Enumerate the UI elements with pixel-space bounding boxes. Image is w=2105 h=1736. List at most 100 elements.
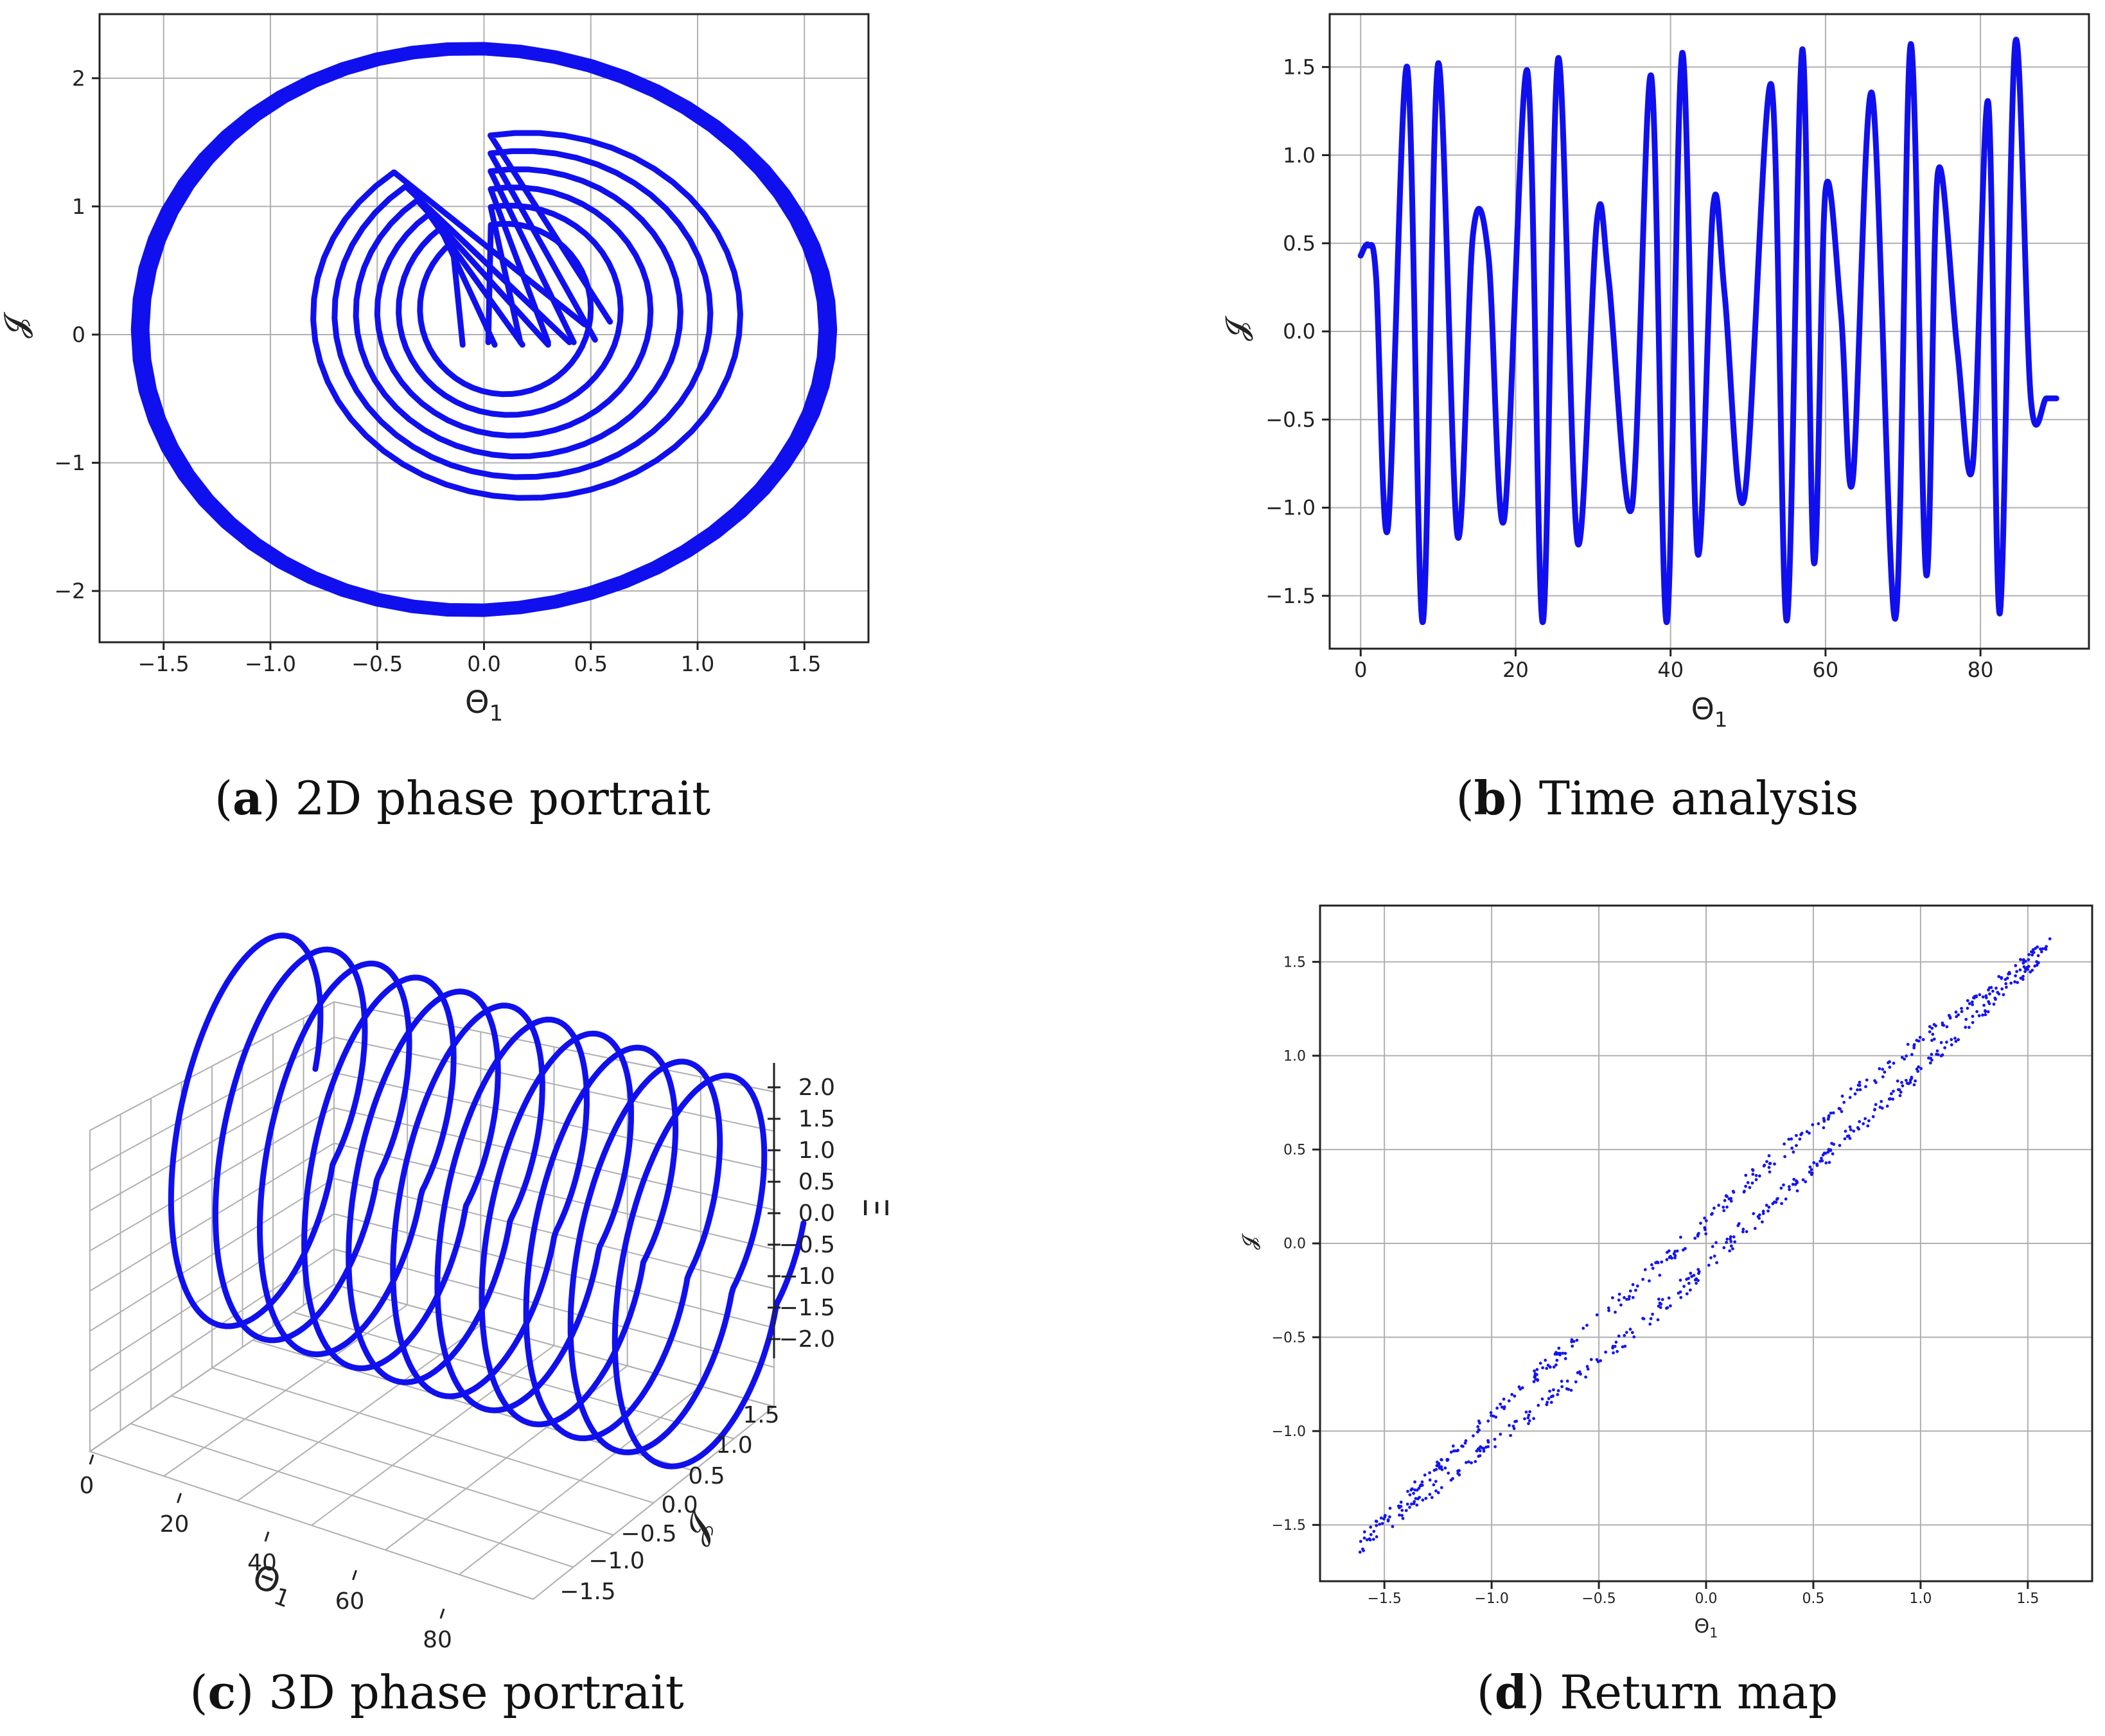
x-tick-label: 0 [1354,658,1367,682]
scatter-point [1693,1236,1697,1240]
scatter-point [1960,1006,1964,1010]
scatter-point [1440,1458,1443,1462]
scatter-point [1732,1190,1736,1194]
scatter-point [1746,1181,1750,1184]
scatter-point [1768,1162,1772,1166]
scatter-point [1689,1288,1692,1292]
scatter-point [1930,1039,1933,1042]
scatter-point [1595,1358,1599,1362]
scatter-point [1709,1256,1713,1259]
scatter-point [1728,1249,1732,1253]
scatter-point [1899,1091,1903,1094]
scatter-point [1905,1078,1908,1082]
scatter-point [1537,1403,1540,1407]
x-tick-label: 0.0 [1695,1591,1718,1607]
scatter-point [1707,1263,1711,1267]
scatter-point [1695,1281,1698,1285]
scatter-point [1792,1177,1796,1181]
scatter-point [1917,1039,1921,1043]
scatter-point [1495,1407,1499,1410]
scatter-point [1858,1083,1862,1087]
scatter-point [1715,1261,1719,1265]
x-tick-label: 20 [1502,658,1529,682]
gridline [533,1406,775,1600]
scatter-point [1941,1021,1944,1025]
scatter-point [1862,1122,1865,1126]
scatter-point [1804,1180,1808,1184]
scatter-point [1704,1219,1708,1223]
scatter-point [1881,1067,1885,1071]
scatter-point [1849,1087,1853,1091]
scatter-point [1375,1535,1378,1539]
caption-d: (d) Return map [1477,1665,1838,1719]
y-tick-label: 1 [72,194,85,219]
scatter-point [1556,1389,1560,1392]
scatter-point [2019,958,2022,961]
scatter-point [1744,1173,1748,1177]
scatter-point [1557,1346,1561,1350]
y-tick-label: 0 [72,322,85,347]
scatter-point [1416,1497,1420,1501]
scatter-point [1744,1184,1748,1188]
scatter-point [1515,1419,1519,1423]
scatter-point [1657,1297,1660,1301]
scatter-point [1440,1468,1444,1471]
scatter-point [1832,1143,1836,1146]
scatter-point [2030,953,2034,957]
scatter-point [1413,1480,1417,1484]
scatter-point [1461,1444,1465,1448]
scatter-point [2034,947,2038,951]
scatter-point [1523,1417,1526,1421]
scatter-point [1475,1449,1479,1453]
scatter-point [1552,1388,1555,1392]
scatter-point [1621,1345,1625,1349]
scatter-point [2005,985,2008,989]
scatter-point [1826,1118,1830,1121]
scatter-point [1362,1549,1366,1552]
scatter-point [2031,948,2035,952]
scatter-point [1656,1318,1660,1322]
scatter-point [1863,1117,1867,1121]
scatter-point [1379,1516,1383,1520]
scatter-point [1773,1162,1776,1166]
scatter-point [1901,1084,1905,1088]
scatter-point [1822,1118,1826,1122]
scatter-point [1452,1449,1456,1453]
scatter-point [1398,1513,1401,1517]
scatter-point [1857,1127,1861,1131]
scatter-point [1928,1030,1932,1033]
scatter-point [1545,1403,1549,1407]
scatter-point [1948,1015,1952,1019]
scatter-point [1555,1363,1558,1367]
gridline [293,1311,734,1439]
scatter-point [1994,997,1997,1001]
scatter-point [1729,1240,1733,1243]
scatter-point [1563,1351,1567,1355]
scatter-point [1500,1405,1504,1409]
scatter-point [1563,1357,1567,1360]
scatter-point [1723,1198,1727,1202]
scatter-point [1548,1389,1552,1393]
scatter-point [1780,1202,1784,1206]
scatter-point [1388,1507,1392,1510]
scatter-point [1625,1297,1628,1301]
scatter-point [1690,1275,1694,1278]
scatter-point [1782,1183,1785,1187]
x-tick-label: −0.5 [1581,1591,1616,1607]
scatter-point [1880,1107,1884,1110]
z-tick-label: −0.5 [779,1232,835,1258]
scatter-point [1682,1284,1686,1288]
scatter-point [1774,1200,1778,1204]
scatter-point [1988,992,1991,995]
scatter-point [1950,1038,1953,1042]
scatter-point [1964,1026,1968,1029]
scatter-point [1995,986,1998,990]
x-tick-mark [352,1570,357,1581]
x-tick-label: 1.0 [681,651,714,676]
scatter-point [1966,1006,1969,1010]
scatter-point [1657,1304,1660,1308]
scatter-point [1435,1464,1439,1468]
scatter-point [1918,1035,1922,1039]
scatter-point [1397,1504,1400,1508]
caption-c-letter: c [207,1665,236,1719]
